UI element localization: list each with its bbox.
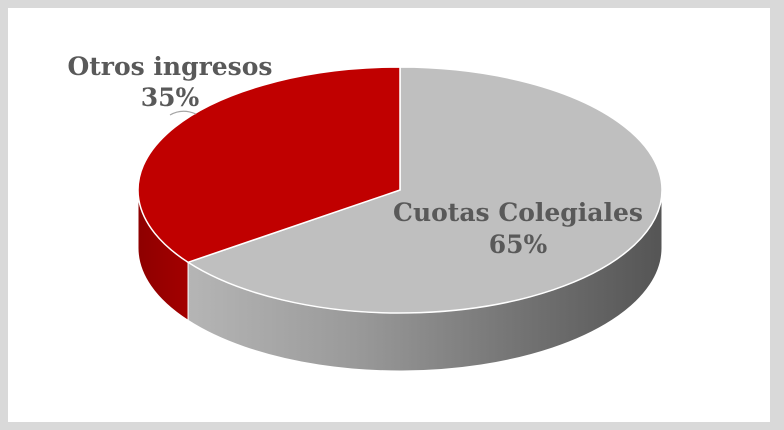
pie-slice-otros-ingresos (137, 66, 401, 264)
leader-line (169, 110, 197, 116)
slice-label-otros-ingresos: Otros ingresos (67, 52, 272, 81)
slice-value-cuotas-colegiales: 65% (489, 230, 548, 259)
pie-slice-cuotas-colegiales (186, 66, 663, 314)
slice-value-otros-ingresos: 35% (141, 83, 200, 112)
slice-label-cuotas-colegiales: Cuotas Colegiales (393, 198, 643, 227)
